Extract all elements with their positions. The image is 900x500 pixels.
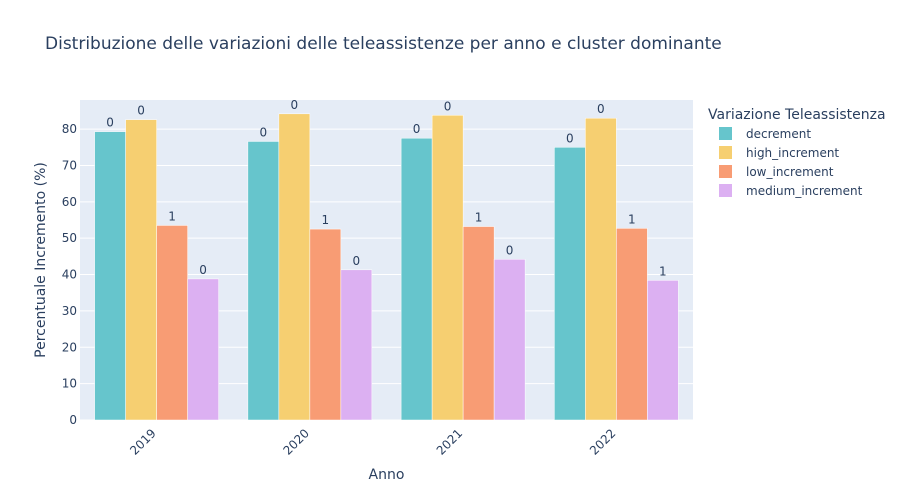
- bar-label: 0: [291, 98, 299, 112]
- bar-decrement-2020[interactable]: [247, 141, 280, 421]
- x-axis-ticks: 2019 2020 2021 2022: [127, 426, 618, 457]
- y-tick-label: 0: [69, 413, 77, 427]
- bar-high_increment-2019[interactable]: [125, 119, 157, 421]
- y-tick-label: 10: [62, 377, 77, 391]
- bar-label: 0: [199, 263, 207, 277]
- bar-labels: 0 0 1 0 0 0 1 0 0 0 1 0 0 0 1 1: [106, 98, 666, 279]
- x-tick-label: 2019: [127, 426, 158, 457]
- bar-label: 1: [475, 211, 483, 225]
- bar-decrement-2021[interactable]: [400, 137, 433, 421]
- bar-decrement-2019[interactable]: [94, 131, 126, 421]
- bar-label: 1: [628, 212, 636, 226]
- x-tick-label: 2021: [434, 426, 465, 457]
- y-axis-ticks: 0 10 20 30 40 50 60 70 80: [62, 122, 77, 427]
- bar-medium_increment-2020[interactable]: [340, 269, 373, 421]
- y-axis-title: Percentuale Incremento (%): [33, 162, 49, 358]
- bar-label: 1: [168, 209, 176, 223]
- bar-label: 0: [260, 125, 268, 139]
- bar-label: 0: [506, 243, 514, 257]
- bar-low_increment-2022[interactable]: [616, 228, 648, 421]
- legend-swatch-medium_increment[interactable]: [719, 184, 732, 197]
- bar-label: 1: [322, 213, 330, 227]
- bar-label: 0: [413, 122, 421, 136]
- bar-medium_increment-2019[interactable]: [187, 278, 219, 421]
- y-tick-label: 50: [62, 231, 77, 245]
- y-tick-label: 40: [62, 268, 77, 282]
- y-tick-label: 70: [62, 158, 77, 172]
- bar-medium_increment-2021[interactable]: [493, 259, 526, 421]
- bar-label: 0: [137, 104, 145, 118]
- bar-medium_increment-2022[interactable]: [647, 280, 679, 421]
- legend[interactable]: Variazione Teleassistenza decrement high_…: [708, 107, 886, 198]
- bar-high_increment-2020[interactable]: [278, 113, 311, 421]
- y-tick-label: 30: [62, 304, 77, 318]
- bar-label: 0: [444, 99, 452, 113]
- bar-label: 1: [659, 264, 667, 278]
- x-tick-label: 2022: [587, 426, 618, 457]
- legend-swatch-decrement[interactable]: [719, 127, 732, 140]
- legend-item-medium_increment[interactable]: medium_increment: [746, 184, 863, 198]
- legend-item-low_increment[interactable]: low_increment: [746, 165, 834, 179]
- bar-low_increment-2020[interactable]: [309, 228, 342, 421]
- bar-label: 0: [597, 102, 605, 116]
- bar-decrement-2022[interactable]: [554, 147, 586, 421]
- legend-swatch-high_increment[interactable]: [719, 146, 732, 159]
- x-tick-label: 2020: [280, 426, 311, 457]
- bar-label: 0: [353, 254, 361, 268]
- bar-high_increment-2022[interactable]: [585, 117, 617, 421]
- legend-item-decrement[interactable]: decrement: [746, 127, 811, 141]
- y-tick-label: 60: [62, 195, 77, 209]
- legend-swatch-low_increment[interactable]: [719, 165, 732, 178]
- legend-item-high_increment[interactable]: high_increment: [746, 146, 839, 160]
- bars: [94, 113, 679, 421]
- chart-title: Distribuzione delle variazioni delle tel…: [45, 34, 722, 54]
- x-axis-title: Anno: [369, 467, 405, 483]
- y-tick-label: 20: [62, 340, 77, 354]
- bar-high_increment-2021[interactable]: [431, 115, 464, 421]
- y-tick-label: 80: [62, 122, 77, 136]
- bar-label: 0: [106, 116, 114, 130]
- bar-low_increment-2019[interactable]: [156, 225, 188, 421]
- legend-title: Variazione Teleassistenza: [708, 107, 886, 123]
- bar-low_increment-2021[interactable]: [462, 226, 495, 421]
- bar-label: 0: [566, 131, 574, 145]
